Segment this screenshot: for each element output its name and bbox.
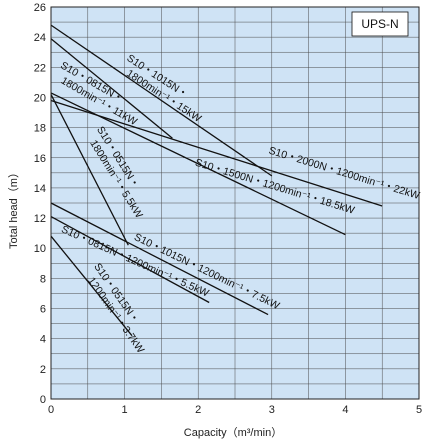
series-lines <box>50 24 383 337</box>
y-tick-label: 22 <box>34 62 46 74</box>
y-axis-label: Total head（m） <box>7 167 20 249</box>
series-line <box>50 216 210 304</box>
grid <box>51 7 419 399</box>
x-tick-label: 5 <box>416 404 422 416</box>
y-tick-label: 26 <box>34 2 46 14</box>
x-axis-label: Capacity（m³/min） <box>184 426 282 439</box>
model-badge-box <box>351 11 409 37</box>
series-line <box>50 235 133 337</box>
model-badge: UPS-N <box>351 11 409 37</box>
model-badge-label: UPS-N <box>361 17 398 31</box>
x-tick-label: 2 <box>195 404 201 416</box>
y-tick-label: 4 <box>40 334 46 346</box>
series-line <box>50 38 173 139</box>
y-tick-label: 20 <box>34 92 46 104</box>
y-tick-label: 16 <box>34 153 46 165</box>
x-tick-label: 3 <box>269 404 275 416</box>
y-tick-label: 18 <box>34 123 46 135</box>
series-line <box>50 94 129 246</box>
y-tick-label: 6 <box>40 304 46 316</box>
y-tick-label: 14 <box>34 183 46 195</box>
plot-frame <box>50 6 420 400</box>
y-tick-label: 8 <box>40 273 46 285</box>
y-tick-label: 10 <box>34 243 46 255</box>
x-tick-label: 1 <box>122 404 128 416</box>
y-tick-label: 0 <box>40 394 46 406</box>
series-line <box>50 99 383 207</box>
x-tick-label: 0 <box>48 404 54 416</box>
x-tick-label: 4 <box>342 404 348 416</box>
x-tick-labels: 0 1 2 3 4 5 <box>48 404 422 416</box>
series-line <box>50 202 269 316</box>
y-tick-label: 12 <box>34 213 46 225</box>
series-line <box>50 92 346 236</box>
y-tick-label: 24 <box>34 32 46 44</box>
series-line <box>50 24 273 177</box>
y-tick-label: 2 <box>40 364 46 376</box>
